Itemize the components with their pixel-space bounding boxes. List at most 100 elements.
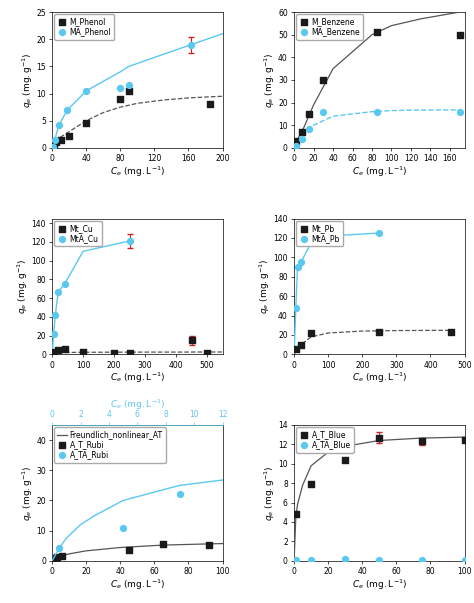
Mt_Pb: [292, 345, 300, 355]
MtA_Pb: [294, 262, 301, 272]
MtA_Cu: [52, 310, 59, 320]
Legend: M_Phenol, MA_Phenol: M_Phenol, MA_Phenol: [55, 14, 114, 40]
X-axis label: $C_e\ \rm{(mg.L^{-1})}$: $C_e\ \rm{(mg.L^{-1})}$: [352, 578, 407, 592]
MA_Phenol: [51, 135, 58, 145]
M_Phenol: [50, 140, 58, 150]
A_T_Blue: [341, 455, 349, 465]
MA_Phenol: [125, 81, 133, 90]
Mt_Pb: [375, 327, 383, 337]
MA_Benzene: [298, 134, 306, 144]
X-axis label: $C_e\ \rm{(mg.L^{-1})}$: $C_e\ \rm{(mg.L^{-1})}$: [352, 371, 407, 385]
Freundlich_nonlinear_AT: [49, 557, 55, 564]
M_Benzene: [373, 28, 381, 37]
MA_Phenol: [64, 105, 71, 115]
A_T_Blue: [307, 479, 315, 489]
M_Benzene: [298, 127, 306, 137]
Freundlich_nonlinear_AT: [206, 540, 212, 548]
X-axis label: $C_e\ \rm{(mg.L^{-1})}$: $C_e\ \rm{(mg.L^{-1})}$: [109, 165, 165, 179]
Legend: M_Benzene, MA_Benzene: M_Benzene, MA_Benzene: [296, 14, 364, 40]
A_T_Rubi: [49, 556, 56, 566]
Freundlich_nonlinear_AT: [83, 547, 89, 554]
M_Phenol: [125, 86, 133, 96]
MA_Phenol: [55, 120, 63, 130]
MA_Benzene: [319, 107, 327, 116]
Mt_Cu: [61, 344, 68, 353]
A_TA_Rubi: [55, 543, 63, 553]
X-axis label: $C_e\ \rm{(mg.L^{-1})}$: $C_e\ \rm{(mg.L^{-1})}$: [109, 398, 165, 412]
X-axis label: $C_e\ \rm{(mg.L^{-1})}$: $C_e\ \rm{(mg.L^{-1})}$: [109, 371, 165, 385]
MA_Benzene: [373, 107, 381, 116]
A_T_Rubi: [58, 551, 65, 561]
A_T_Blue: [461, 435, 468, 444]
Legend: Mt_Cu, MtA_Cu: Mt_Cu, MtA_Cu: [55, 221, 102, 246]
MA_Phenol: [187, 40, 195, 49]
A_T_Rubi: [125, 545, 133, 554]
Y-axis label: $q_e\ \rm{(mg.g^{-1})}$: $q_e\ \rm{(mg.g^{-1})}$: [20, 465, 35, 520]
Freundlich_nonlinear_AT: [55, 554, 60, 561]
A_TA_Blue: [375, 555, 383, 565]
MtA_Cu: [61, 279, 68, 289]
Freundlich_nonlinear_AT: [66, 550, 72, 557]
Mt_Cu: [79, 348, 87, 358]
A_T_Rubi: [159, 539, 167, 549]
MA_Benzene: [305, 124, 312, 133]
A_T_Rubi: [205, 540, 213, 550]
MA_Phenol: [49, 142, 56, 151]
A_TA_Blue: [418, 555, 426, 564]
Y-axis label: $q_e\ \rm{(mg.g^{-1})}$: $q_e\ \rm{(mg.g^{-1})}$: [16, 259, 30, 314]
Legend: Freundlich_nonlinear_AT, A_T_Rubi, A_TA_Rubi: Freundlich_nonlinear_AT, A_T_Rubi, A_TA_…: [55, 428, 166, 463]
MtA_Cu: [126, 236, 133, 246]
Line: Freundlich_nonlinear_AT: Freundlich_nonlinear_AT: [52, 543, 223, 561]
Legend: A_T_Blue, A_TA_Blue: A_T_Blue, A_TA_Blue: [296, 428, 354, 452]
A_TA_Blue: [341, 554, 349, 564]
Mt_Pb: [447, 327, 455, 337]
M_Phenol: [206, 99, 214, 109]
Freundlich_nonlinear_AT: [51, 555, 57, 563]
Mt_Cu: [126, 349, 133, 358]
A_TA_Blue: [461, 555, 468, 565]
MA_Phenol: [117, 83, 124, 93]
A_T_Blue: [292, 510, 300, 519]
Freundlich_nonlinear_AT: [53, 554, 58, 561]
Mt_Pb: [307, 328, 315, 338]
A_TA_Rubi: [176, 490, 184, 499]
Freundlich_nonlinear_AT: [160, 541, 166, 549]
Y-axis label: $q_e\ \rm{(mg.g^{-1})}$: $q_e\ \rm{(mg.g^{-1})}$: [257, 259, 272, 314]
Y-axis label: $q_e\ \rm{(mg.g^{-1})}$: $q_e\ \rm{(mg.g^{-1})}$: [262, 52, 277, 108]
Mt_Cu: [50, 347, 57, 356]
M_Benzene: [456, 30, 464, 40]
M_Phenol: [82, 119, 90, 128]
Mt_Cu: [55, 345, 62, 355]
MtA_Cu: [55, 287, 62, 297]
A_TA_Blue: [307, 555, 315, 564]
M_Benzene: [292, 136, 300, 146]
A_T_Rubi: [52, 554, 59, 563]
M_Phenol: [53, 137, 60, 147]
A_TA_Rubi: [346, 461, 354, 470]
MtA_Pb: [292, 303, 300, 312]
A_TA_Blue: [292, 555, 300, 565]
Freundlich_nonlinear_AT: [220, 540, 226, 547]
MA_Benzene: [292, 140, 300, 150]
Y-axis label: $q_e\ \rm{(mg.g^{-1})}$: $q_e\ \rm{(mg.g^{-1})}$: [263, 465, 277, 520]
MtA_Pb: [375, 229, 383, 238]
A_TA_Rubi: [119, 523, 127, 532]
M_Benzene: [305, 109, 312, 119]
MA_Benzene: [456, 107, 464, 116]
Mt_Pb: [297, 340, 305, 350]
X-axis label: $C_e\ \rm{(mg.L^{-1})}$: $C_e\ \rm{(mg.L^{-1})}$: [109, 578, 165, 592]
Mt_Cu: [203, 349, 211, 358]
Freundlich_nonlinear_AT: [118, 544, 123, 551]
M_Phenol: [65, 131, 73, 140]
MtA_Cu: [50, 329, 57, 338]
Mt_Cu: [188, 335, 195, 345]
Legend: Mt_Pb, MtA_Pb: Mt_Pb, MtA_Pb: [296, 221, 343, 246]
M_Benzene: [319, 75, 327, 85]
M_Phenol: [57, 135, 64, 145]
M_Phenol: [117, 94, 124, 104]
Freundlich_nonlinear_AT: [50, 556, 56, 563]
X-axis label: $C_e\ \rm{(mg.L^{-1})}$: $C_e\ \rm{(mg.L^{-1})}$: [352, 165, 407, 179]
Y-axis label: $q_e\ \rm{(mg.g^{-1})}$: $q_e\ \rm{(mg.g^{-1})}$: [20, 52, 35, 108]
Freundlich_nonlinear_AT: [58, 552, 64, 560]
Mt_Cu: [110, 348, 118, 358]
